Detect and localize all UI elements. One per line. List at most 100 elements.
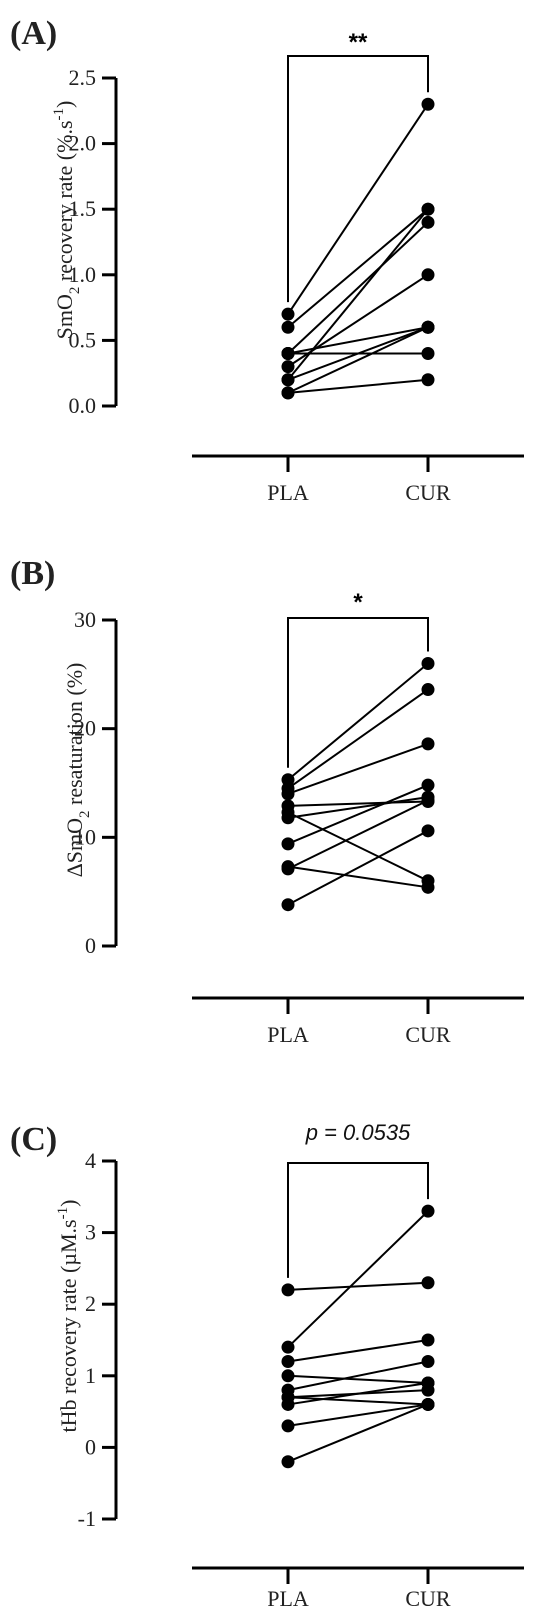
y-axis-label-a: SmO2 recovery rate (%.s-1) — [51, 101, 83, 340]
pair-line — [287, 1381, 429, 1406]
pair-line — [287, 1360, 429, 1392]
point-pla — [281, 1397, 295, 1411]
y-tick-label: 20 — [74, 716, 96, 741]
point-pla — [281, 1369, 295, 1383]
pair-line — [287, 326, 429, 355]
plot-area-c: -1 0 1 2 3 4 PLA CUR p = 0.0535 — [78, 1120, 524, 1611]
y-tick-label: 30 — [74, 607, 96, 632]
point-pla — [281, 1455, 295, 1469]
point-pla — [281, 320, 295, 334]
point-cur — [421, 656, 435, 670]
point-cur — [421, 1397, 435, 1411]
x-tick-label-cur: CUR — [405, 1022, 451, 1047]
panel-label-a: (A) — [10, 15, 57, 52]
x-tick-label-cur: CUR — [405, 480, 451, 505]
panel-label-b: (B) — [10, 555, 55, 592]
point-pla — [281, 386, 295, 400]
significance-bracket — [287, 617, 429, 768]
point-pla — [281, 360, 295, 374]
pair-line — [287, 829, 429, 906]
pair-line — [287, 688, 429, 790]
point-cur — [421, 1333, 435, 1347]
pair-line — [287, 799, 429, 870]
pair-line — [287, 1374, 429, 1384]
panel-a: (A) SmO2 recovery rate (%.s-1) 0.0 0.5 1.0… — [10, 15, 524, 505]
pair-line — [287, 103, 429, 315]
point-cur — [421, 215, 435, 229]
point-pla — [281, 898, 295, 912]
point-cur — [421, 793, 435, 807]
pair-line — [287, 800, 429, 807]
pair-line — [287, 742, 429, 795]
point-pla — [281, 862, 295, 876]
x-tick-label-cur: CUR — [405, 1586, 451, 1611]
pair-line — [287, 1281, 429, 1291]
point-pla — [281, 307, 295, 321]
y-axis-label-c: tHb recovery rate (µM.s-1) — [55, 1200, 81, 1433]
x-tick-label-pla: PLA — [267, 480, 309, 505]
pair-line — [287, 326, 429, 381]
pair-line — [287, 784, 429, 845]
point-pla — [281, 373, 295, 387]
x-tick-label-pla: PLA — [267, 1586, 309, 1611]
point-cur — [421, 1376, 435, 1390]
y-tick-label: 3 — [85, 1220, 96, 1245]
y-tick-label: 2 — [85, 1291, 96, 1316]
pair-line — [287, 1210, 429, 1348]
point-pla — [281, 1283, 295, 1297]
pair-line — [287, 378, 429, 394]
pair-line — [287, 796, 429, 819]
pair-line — [287, 208, 429, 329]
point-pla — [281, 347, 295, 361]
point-pla — [281, 811, 295, 825]
pair-line — [287, 811, 429, 882]
y-tick-label: 0 — [85, 1434, 96, 1459]
point-cur — [421, 1204, 435, 1218]
significance-bracket — [287, 55, 429, 303]
point-cur — [421, 320, 435, 334]
panel-label-c: (C) — [10, 1121, 57, 1158]
panel-b: (B) ΔSmO2 resaturation (%) 0 10 20 30 PLA CUR… — [10, 555, 524, 1047]
x-tick-label-pla: PLA — [267, 1022, 309, 1047]
point-pla — [281, 1354, 295, 1368]
y-tick-label: 1.0 — [69, 262, 97, 287]
pair-line — [287, 1396, 429, 1406]
point-cur — [421, 824, 435, 838]
point-cur — [421, 373, 435, 387]
y-tick-label: -1 — [78, 1506, 96, 1531]
y-axis-label-b: ΔSmO2 resaturation (%) — [62, 663, 93, 878]
point-pla — [281, 787, 295, 801]
y-tick-label: 2.5 — [69, 65, 97, 90]
pair-line — [287, 662, 429, 781]
point-cur — [421, 97, 435, 111]
pair-line — [287, 1403, 429, 1427]
point-pla — [281, 1340, 295, 1354]
significance-bracket — [287, 1162, 429, 1278]
point-cur — [421, 778, 435, 792]
y-tick-label: 10 — [74, 824, 96, 849]
point-cur — [421, 880, 435, 894]
panel-c: (C) tHb recovery rate (µM.s-1) -1 0 1 2 3 4 PL… — [10, 1120, 524, 1611]
point-cur — [421, 268, 435, 282]
point-cur — [421, 1276, 435, 1290]
significance-label: * — [353, 589, 363, 616]
significance-label: ** — [349, 29, 368, 56]
pair-line — [287, 208, 429, 381]
pair-line — [287, 865, 429, 889]
point-pla — [281, 837, 295, 851]
y-tick-label: 0.0 — [69, 393, 97, 418]
y-tick-label: 2.0 — [69, 131, 97, 156]
significance-label: p = 0.0535 — [305, 1120, 411, 1145]
pair-line — [287, 221, 429, 355]
y-tick-label: 1.5 — [69, 196, 97, 221]
point-cur — [421, 202, 435, 216]
point-cur — [421, 347, 435, 361]
y-tick-label: 0.5 — [69, 327, 97, 352]
plot-area-a: 0.0 0.5 1.0 1.5 2.0 2.5 PLA CUR ** — [69, 29, 524, 505]
y-tick-label: 0 — [85, 933, 96, 958]
pair-line — [287, 1403, 429, 1463]
y-tick-label: 4 — [85, 1148, 96, 1173]
point-cur — [421, 683, 435, 697]
point-cur — [421, 1354, 435, 1368]
